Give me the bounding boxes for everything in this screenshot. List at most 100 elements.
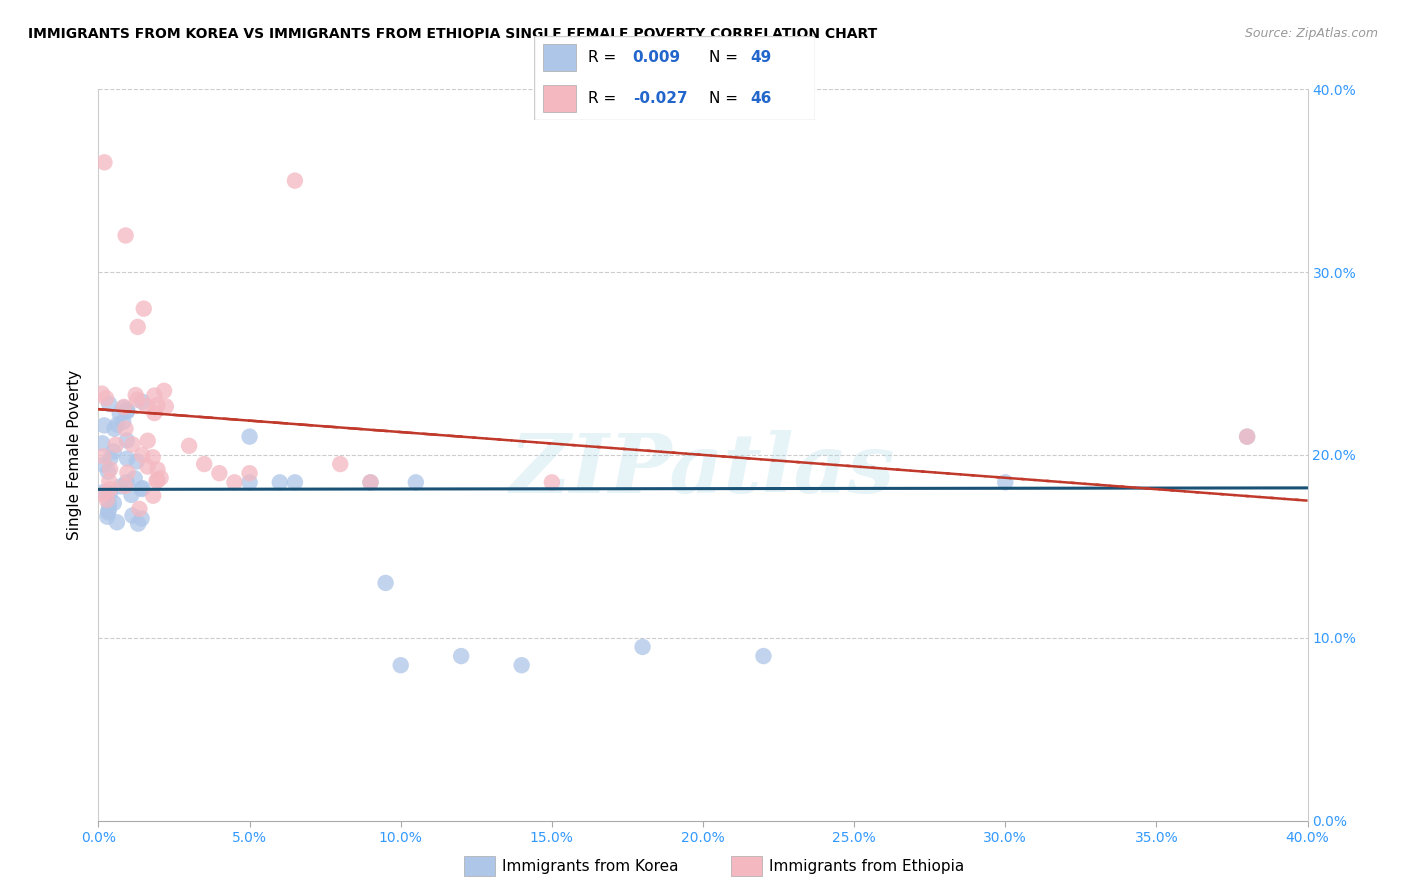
Point <box>269 475 291 490</box>
Point <box>96 492 118 507</box>
Point <box>110 479 132 493</box>
Point <box>114 422 136 436</box>
Point <box>93 418 115 433</box>
Point <box>143 406 166 420</box>
Point <box>91 450 114 464</box>
Point <box>114 479 136 493</box>
Point <box>115 475 138 490</box>
Point <box>120 488 142 502</box>
Text: ZIPatlas: ZIPatlas <box>510 430 896 509</box>
Point <box>142 489 165 503</box>
Point <box>104 438 127 452</box>
Point <box>149 471 172 485</box>
Point <box>135 400 157 414</box>
Point <box>360 475 382 490</box>
FancyBboxPatch shape <box>543 85 576 112</box>
Point <box>115 405 138 419</box>
Point <box>127 319 149 334</box>
Y-axis label: Single Female Poverty: Single Female Poverty <box>67 370 83 540</box>
Point <box>131 448 153 462</box>
Point <box>117 403 139 417</box>
Point <box>994 475 1017 490</box>
Point <box>284 475 307 490</box>
Text: R =: R = <box>588 50 616 65</box>
Point <box>145 474 167 488</box>
Point <box>103 422 125 436</box>
Text: N =: N = <box>709 91 738 106</box>
Point <box>100 451 122 466</box>
Point <box>112 400 135 414</box>
Point <box>132 301 155 316</box>
Text: Immigrants from Ethiopia: Immigrants from Ethiopia <box>769 859 965 873</box>
Point <box>98 486 121 500</box>
Point <box>143 388 166 402</box>
FancyBboxPatch shape <box>543 45 576 71</box>
Point <box>98 462 121 476</box>
Point <box>94 391 117 405</box>
Point <box>115 434 138 448</box>
Point <box>224 475 246 490</box>
Point <box>98 475 121 489</box>
Point <box>93 487 115 501</box>
Point <box>90 386 112 401</box>
Point <box>153 384 176 398</box>
Point <box>93 485 115 500</box>
Point <box>208 466 231 480</box>
Point <box>131 481 153 495</box>
Point <box>124 471 146 485</box>
Point <box>360 475 382 490</box>
Text: IMMIGRANTS FROM KOREA VS IMMIGRANTS FROM ETHIOPIA SINGLE FEMALE POVERTY CORRELAT: IMMIGRANTS FROM KOREA VS IMMIGRANTS FROM… <box>28 27 877 41</box>
Text: R =: R = <box>588 91 616 106</box>
Point <box>98 482 121 496</box>
Point <box>136 434 159 448</box>
Point <box>112 415 135 429</box>
Point <box>142 450 165 465</box>
Point <box>125 454 148 468</box>
FancyBboxPatch shape <box>534 36 815 120</box>
Point <box>146 474 169 488</box>
Point <box>93 155 115 169</box>
Text: -0.027: -0.027 <box>633 91 688 106</box>
Point <box>631 640 654 654</box>
Point <box>96 509 118 524</box>
Point <box>510 658 533 673</box>
Text: 46: 46 <box>751 91 772 106</box>
Point <box>284 173 307 188</box>
Point <box>131 394 153 409</box>
Point <box>752 649 775 664</box>
Point <box>117 466 139 480</box>
Point <box>98 497 121 511</box>
Text: 0.009: 0.009 <box>633 50 681 65</box>
Point <box>105 417 128 432</box>
Point <box>239 475 262 490</box>
Point <box>103 496 125 510</box>
Point <box>389 658 412 673</box>
Point <box>155 400 177 414</box>
Point <box>112 401 135 415</box>
Point <box>125 388 148 402</box>
Point <box>127 392 149 407</box>
Point <box>128 502 150 516</box>
Text: Source: ZipAtlas.com: Source: ZipAtlas.com <box>1244 27 1378 40</box>
Text: Immigrants from Korea: Immigrants from Korea <box>502 859 679 873</box>
Point <box>146 462 169 476</box>
Point <box>405 475 427 490</box>
Point <box>131 482 153 496</box>
Point <box>97 503 120 517</box>
Point <box>1236 430 1258 444</box>
Point <box>146 398 169 412</box>
Point <box>103 444 125 458</box>
Text: 49: 49 <box>751 50 772 65</box>
Point <box>239 430 262 444</box>
Point <box>97 465 120 479</box>
Point <box>540 475 562 490</box>
Point <box>374 576 396 591</box>
Point <box>98 397 121 411</box>
Point <box>179 439 201 453</box>
Point <box>193 457 215 471</box>
Point <box>108 407 131 421</box>
Point <box>121 437 143 451</box>
Text: N =: N = <box>709 50 738 65</box>
Point <box>121 508 143 523</box>
Point <box>105 516 128 530</box>
